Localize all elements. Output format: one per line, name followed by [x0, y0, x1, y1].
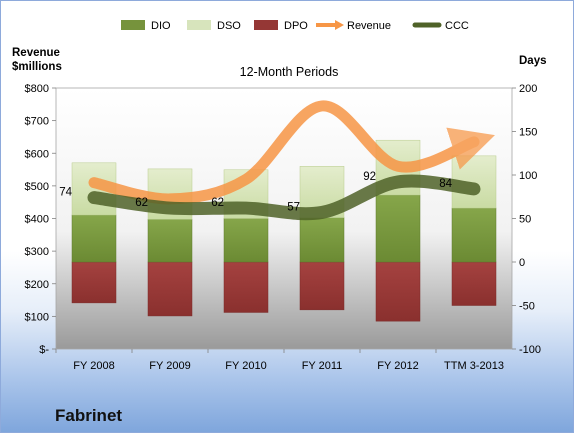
ccc-data-label: 62	[211, 197, 224, 209]
legend: DIO DSO DPO Revenue CCC	[121, 20, 469, 32]
x-axis-ticks: FY 2008 FY 2009 FY 2010 FY 2011 FY 2012 TTM 3…	[55, 349, 504, 372]
left-tick-label: $100	[25, 311, 49, 323]
ccc-data-label: 57	[287, 201, 300, 213]
bar-dio	[223, 218, 269, 263]
left-axis-title-line2: $millions	[12, 61, 62, 73]
x-tick-label: FY 2009	[149, 360, 190, 372]
left-tick-label: $800	[25, 83, 49, 95]
right-axis-title: Days	[519, 55, 547, 67]
legend-label-ccc: CCC	[445, 20, 469, 32]
legend-swatch-dio	[121, 20, 145, 30]
chart-subtitle: 12-Month Periods	[240, 65, 339, 79]
left-tick-label: $400	[25, 214, 49, 226]
ccc-line	[87, 174, 481, 221]
bar-dpo	[223, 261, 269, 313]
left-tick-label: $-	[39, 344, 49, 356]
bar-dpo	[375, 261, 421, 322]
legend-label-revenue: Revenue	[347, 20, 391, 32]
right-tick-label: 200	[519, 83, 537, 95]
left-tick-label: $200	[25, 279, 49, 291]
left-axis-ticks: $- $100 $200 $300 $400 $500 $600 $700 $800	[25, 83, 56, 356]
right-tick-label: 100	[519, 170, 537, 182]
x-tick-label: FY 2011	[302, 360, 343, 372]
bar-dio	[71, 214, 117, 263]
legend-arrow-revenue	[335, 20, 344, 30]
x-tick-label: FY 2008	[73, 360, 114, 372]
data-labels: 74 62 62 57 92 84	[59, 171, 452, 213]
bar-dio	[375, 194, 421, 263]
revenue-line	[88, 100, 495, 205]
right-tick-label: -100	[519, 344, 541, 356]
right-axis-ticks: -100 -50 0 50 100 150 200	[512, 83, 541, 356]
bar-dpo	[451, 261, 497, 306]
legend-swatch-dpo	[254, 20, 278, 30]
bar-dio	[451, 207, 497, 263]
right-tick-label: 50	[519, 214, 531, 226]
left-tick-label: $500	[25, 181, 49, 193]
ccc-data-label: 84	[439, 178, 452, 190]
left-tick-label: $700	[25, 116, 49, 128]
x-tick-label: TTM 3-2013	[444, 360, 504, 372]
legend-swatch-dso	[187, 20, 211, 30]
bar-dio	[147, 219, 193, 263]
lines	[87, 100, 495, 221]
left-tick-label: $600	[25, 148, 49, 160]
x-tick-label: FY 2010	[225, 360, 266, 372]
right-tick-label: 0	[519, 257, 525, 269]
ccc-data-label: 74	[59, 187, 72, 199]
right-tick-label: -50	[519, 301, 535, 313]
left-tick-label: $300	[25, 246, 49, 258]
bar-dpo	[147, 261, 193, 317]
legend-label-dso: DSO	[217, 20, 241, 32]
left-axis-title-line1: Revenue	[12, 47, 60, 59]
right-tick-label: 150	[519, 127, 537, 139]
legend-label-dpo: DPO	[284, 20, 308, 32]
bar-dio	[299, 217, 345, 263]
bar-dpo	[71, 261, 117, 304]
x-tick-label: FY 2012	[377, 360, 418, 372]
ccc-data-label: 92	[363, 171, 376, 183]
ccc-data-label: 62	[135, 197, 148, 209]
bar-dpo	[299, 261, 345, 311]
company-name: Fabrinet	[55, 406, 123, 425]
legend-label-dio: DIO	[151, 20, 171, 32]
